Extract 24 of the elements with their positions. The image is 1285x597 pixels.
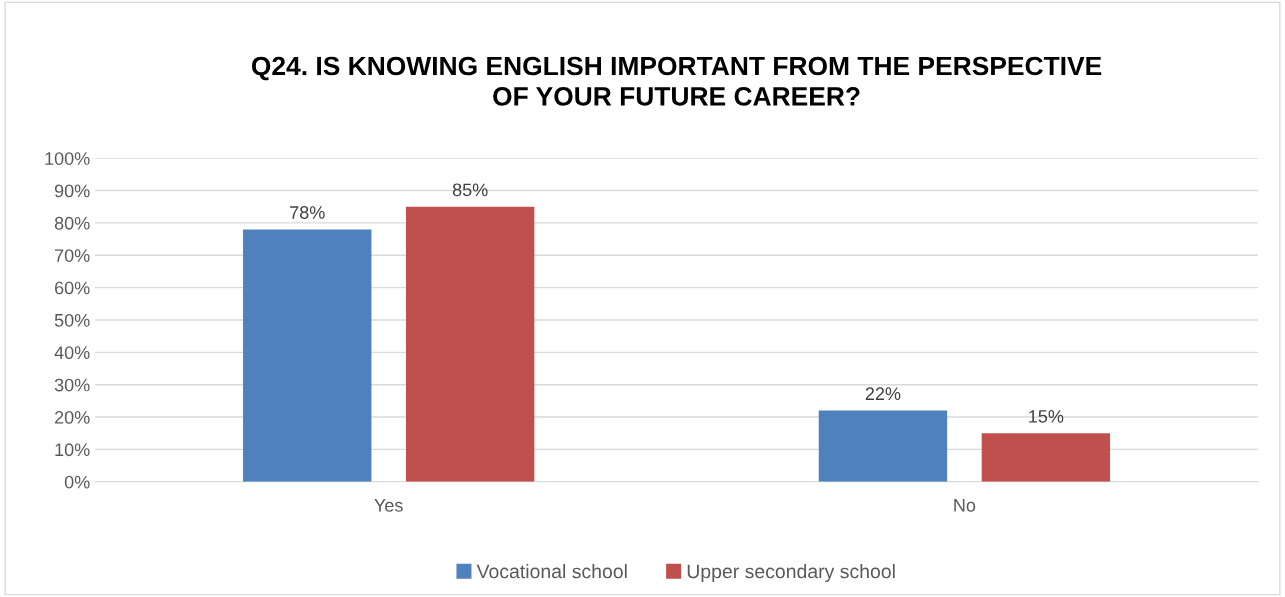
bar — [818, 410, 948, 482]
y-tick-label: 80% — [54, 216, 90, 230]
chart-title: Q24. IS KNOWING ENGLISH IMPORTANT FROM THE PERSPECTIVE OF YOUR FUTURE CAREER? — [251, 56, 1102, 106]
data-label: 78% — [290, 206, 325, 219]
y-tick-label: 30% — [54, 378, 90, 392]
legend-label: Vocational school — [476, 563, 627, 579]
y-tick-label: 0% — [64, 475, 90, 489]
y-tick-label: 70% — [55, 249, 90, 262]
y-tick-label: 50% — [54, 313, 90, 327]
legend-label: Upper secondary school — [687, 563, 895, 583]
bar — [243, 229, 372, 482]
y-tick-label: 40% — [54, 346, 90, 360]
x-tick-label: No — [954, 499, 976, 512]
x-tick-label: Yes — [374, 499, 403, 512]
data-label: 22% — [865, 387, 901, 401]
y-tick-label: 100% — [45, 152, 90, 165]
y-tick-label: 20% — [55, 411, 90, 424]
data-label: 15% — [1029, 410, 1064, 423]
data-label: 85% — [452, 183, 488, 197]
y-tick-label: 10% — [55, 443, 90, 457]
y-tick-label: 60% — [55, 281, 90, 295]
bar — [405, 206, 535, 482]
y-tick-label: 90% — [54, 184, 90, 198]
bar — [981, 433, 1111, 482]
